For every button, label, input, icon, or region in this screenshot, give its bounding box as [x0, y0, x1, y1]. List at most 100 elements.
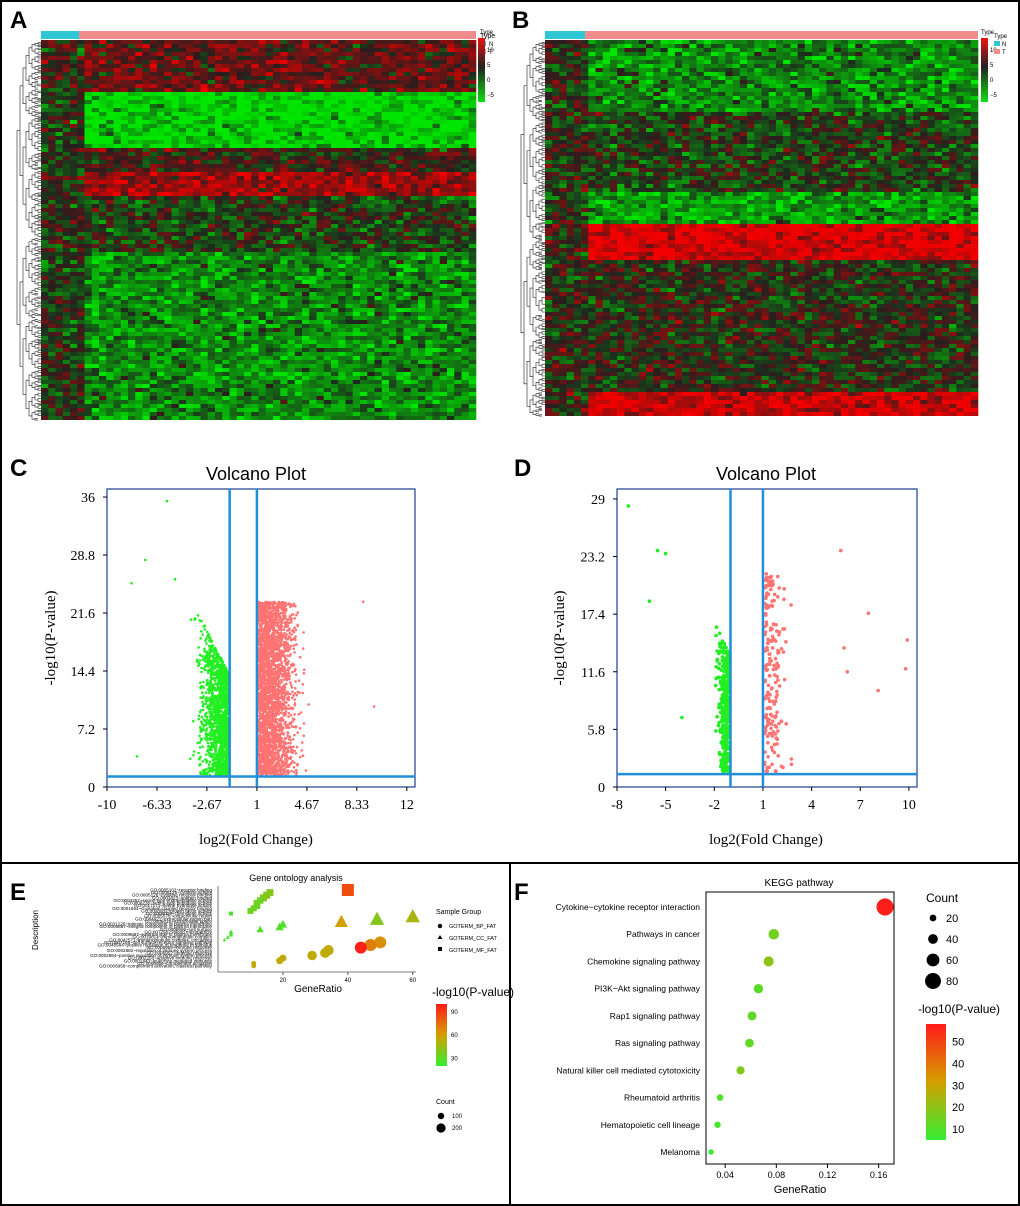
heatmap-cell — [295, 244, 303, 248]
heatmap-cell — [367, 352, 375, 356]
heatmap-cell — [48, 168, 56, 172]
heatmap-cell — [353, 128, 361, 132]
heatmap-cell — [360, 292, 368, 296]
heatmap-cell — [447, 180, 455, 184]
heatmap-cell — [237, 340, 245, 344]
heatmap-cell — [56, 64, 64, 68]
heatmap-cell — [280, 292, 288, 296]
heatmap-cell — [317, 152, 325, 156]
heatmap-cell — [404, 328, 412, 332]
heatmap-cell — [222, 48, 230, 52]
heatmap-cell — [324, 328, 332, 332]
heatmap-cell — [447, 100, 455, 104]
heatmap-cell — [382, 204, 390, 208]
heatmap-cell — [251, 328, 259, 332]
heatmap-cell — [360, 224, 368, 228]
heatmap-cell — [280, 340, 288, 344]
heatmap-cell — [324, 48, 332, 52]
heatmap-cell — [273, 192, 281, 196]
heatmap-cell — [208, 76, 216, 80]
heatmap-cell — [273, 40, 281, 44]
heatmap-cell — [331, 308, 339, 312]
heatmap-cell — [324, 260, 332, 264]
heatmap-cell — [106, 216, 114, 220]
heatmap-cell — [150, 296, 158, 300]
heatmap-cell — [324, 272, 332, 276]
heatmap-cell — [244, 248, 252, 252]
heatmap-cell — [230, 132, 238, 136]
heatmap-cell — [92, 240, 100, 244]
dendrogram-branch — [38, 321, 41, 322]
heatmap-cell — [135, 252, 143, 256]
dendrogram-branch — [38, 288, 41, 290]
heatmap-cell — [128, 204, 136, 208]
heatmap-cell — [157, 284, 165, 288]
heatmap-cell — [418, 344, 426, 348]
heatmap-cell — [280, 160, 288, 164]
heatmap-cell — [135, 52, 143, 56]
heatmap-cell — [425, 232, 433, 236]
heatmap-cell — [469, 272, 477, 276]
heatmap-cell — [230, 148, 238, 152]
heatmap-cell — [266, 352, 274, 356]
dendrogram-branch — [38, 257, 41, 259]
heatmap-cell — [150, 312, 158, 316]
heatmap-cell — [201, 116, 209, 120]
heatmap-cell — [433, 40, 441, 44]
heatmap-cell — [143, 232, 151, 236]
heatmap-cell — [367, 256, 375, 260]
heatmap-cell — [331, 100, 339, 104]
heatmap-cell — [273, 84, 281, 88]
heatmap-cell — [193, 188, 201, 192]
heatmap-cell — [433, 260, 441, 264]
heatmap-cell — [215, 240, 223, 244]
heatmap-cell — [237, 280, 245, 284]
heatmap-cell — [295, 340, 303, 344]
heatmap-cell — [295, 192, 303, 196]
heatmap-cell — [317, 204, 325, 208]
heatmap-cell — [201, 176, 209, 180]
heatmap-cell — [208, 308, 216, 312]
heatmap-cell — [462, 56, 470, 60]
heatmap-cell — [48, 64, 56, 68]
heatmap-cell — [404, 112, 412, 116]
heatmap-cell — [447, 240, 455, 244]
heatmap-cell — [389, 260, 397, 264]
heatmap-cell — [367, 212, 375, 216]
heatmap-cell — [251, 108, 259, 112]
heatmap-cell — [222, 332, 230, 336]
heatmap-cell — [77, 136, 85, 140]
heatmap-cell — [375, 116, 383, 120]
heatmap-cell — [143, 104, 151, 108]
heatmap-cell — [259, 252, 267, 256]
heatmap-cell — [418, 68, 426, 72]
heatmap-cell — [222, 52, 230, 56]
heatmap-cell — [440, 272, 448, 276]
heatmap-cell — [172, 152, 180, 156]
dendrogram-branch — [29, 322, 32, 330]
heatmap-cell — [346, 228, 354, 232]
heatmap-cell — [295, 60, 303, 64]
heatmap-cell — [114, 268, 122, 272]
heatmap-cell — [63, 160, 71, 164]
heatmap-cell — [63, 128, 71, 132]
heatmap-cell — [230, 100, 238, 104]
heatmap-cell — [302, 300, 310, 304]
heatmap-cell — [469, 76, 477, 80]
heatmap-cell — [77, 260, 85, 264]
heatmap-cell — [338, 128, 346, 132]
heatmap-cell — [389, 112, 397, 116]
heatmap-cell — [128, 76, 136, 80]
dendrogram-branch — [38, 105, 41, 106]
heatmap-cell — [425, 228, 433, 232]
heatmap-cell — [99, 200, 107, 204]
heatmap-cell — [41, 200, 49, 204]
heatmap-cell — [70, 164, 78, 168]
heatmap-cell — [433, 100, 441, 104]
heatmap-cell — [186, 344, 194, 348]
heatmap-cell — [164, 176, 172, 180]
heatmap-cell — [309, 208, 317, 212]
heatmap-cell — [56, 240, 64, 244]
heatmap-cell — [48, 340, 56, 344]
heatmap-cell — [324, 72, 332, 76]
